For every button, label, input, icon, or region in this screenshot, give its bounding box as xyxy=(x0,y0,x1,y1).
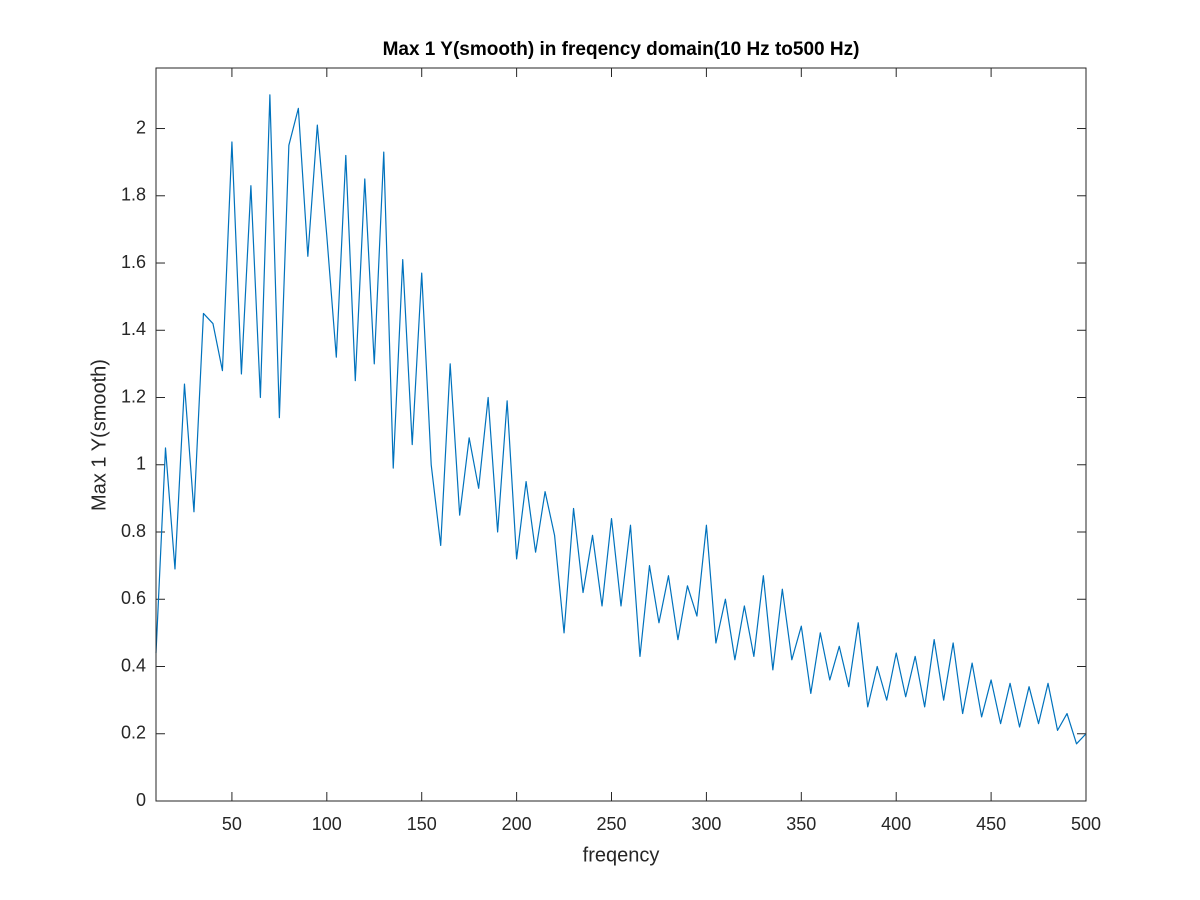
y-tick-label: 0.4 xyxy=(121,655,146,675)
y-tick-label: 2 xyxy=(136,117,146,137)
x-tick-label: 50 xyxy=(222,814,242,834)
x-tick-label: 350 xyxy=(786,814,816,834)
x-tick-label: 500 xyxy=(1071,814,1101,834)
y-tick-label: 1.8 xyxy=(121,185,146,205)
y-tick-label: 1.6 xyxy=(121,252,146,272)
chart-title: Max 1 Y(smooth) in freqency domain(10 Hz… xyxy=(383,39,860,60)
y-axis-label: Max 1 Y(smooth) xyxy=(88,359,110,511)
x-tick-label: 150 xyxy=(407,814,437,834)
y-tick-label: 1.4 xyxy=(121,319,146,339)
x-tick-label: 300 xyxy=(691,814,721,834)
y-tick-label: 0.8 xyxy=(121,521,146,541)
y-tick-label: 0 xyxy=(136,790,146,810)
x-tick-label: 450 xyxy=(976,814,1006,834)
x-tick-label: 200 xyxy=(502,814,532,834)
y-tick-label: 0.2 xyxy=(121,723,146,743)
y-tick-label: 1.2 xyxy=(121,386,146,406)
x-tick-label: 250 xyxy=(596,814,626,834)
plot-frame xyxy=(155,67,1087,802)
x-axis-label: freqency xyxy=(583,844,660,866)
data-line xyxy=(155,94,1087,745)
x-tick-label: 400 xyxy=(881,814,911,834)
x-tick-label: 100 xyxy=(312,814,342,834)
y-tick-label: 0.6 xyxy=(121,588,146,608)
y-tick-label: 1 xyxy=(136,454,146,474)
